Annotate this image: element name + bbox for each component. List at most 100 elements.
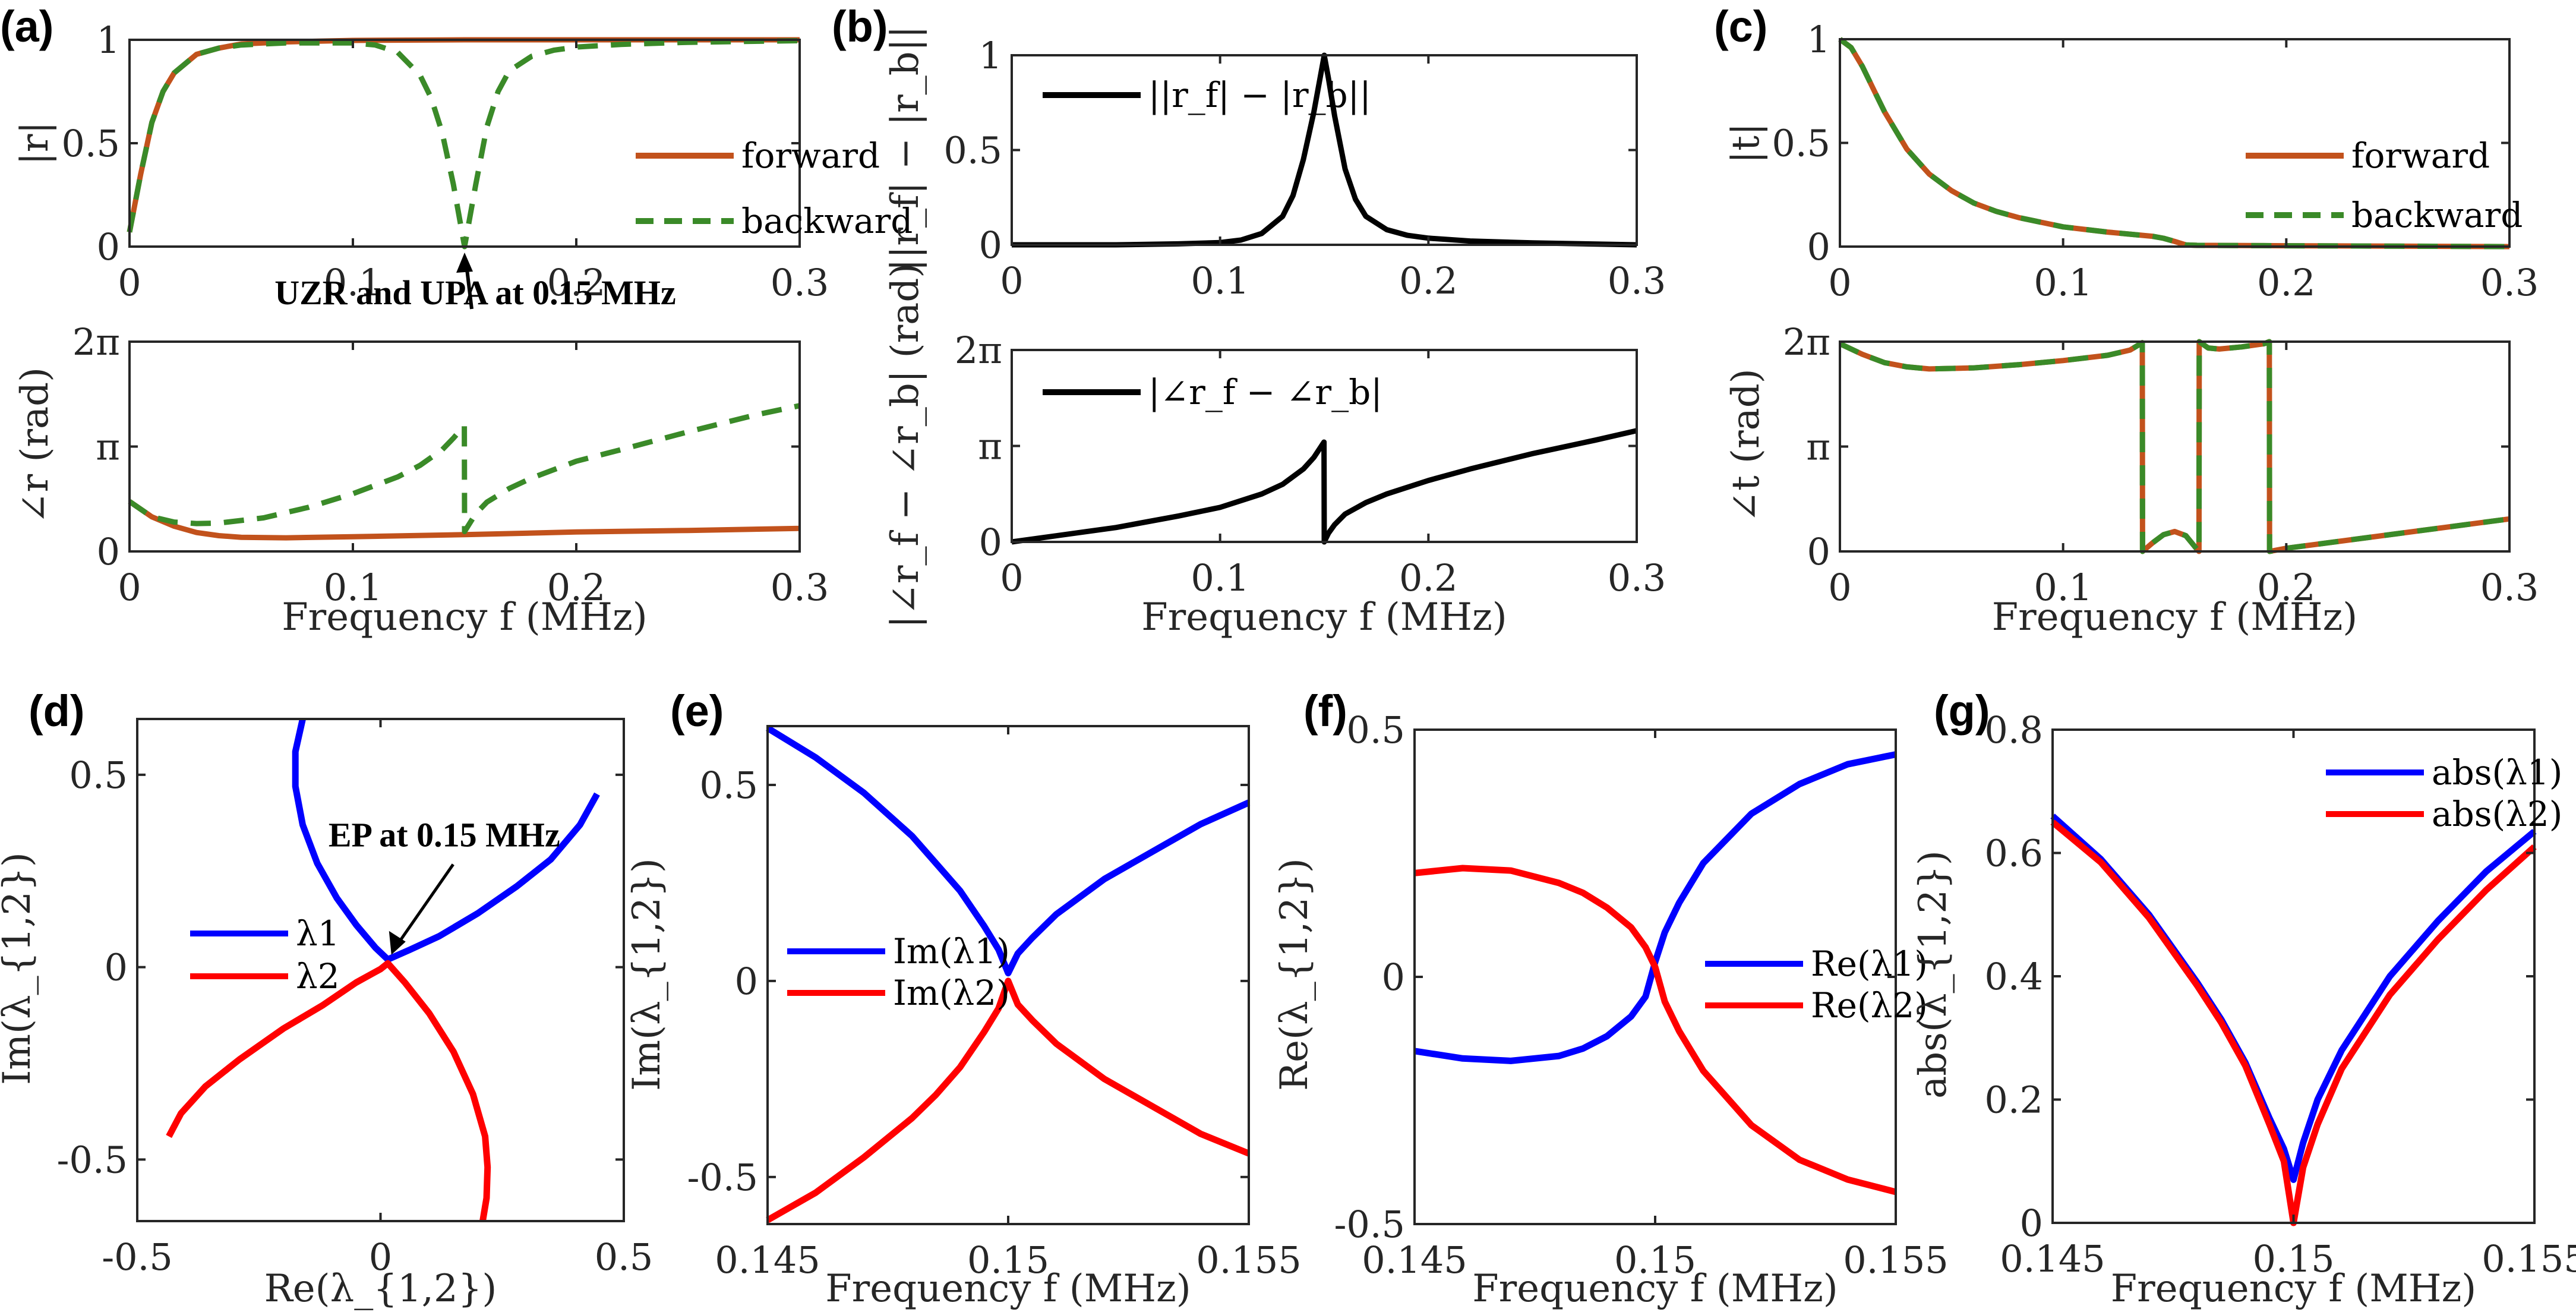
axes-a-reflection-phase: 0 0.1 0.2 0.3 0 π 2π ∠r (rad) Frequency f (MHz) xyxy=(13,320,829,639)
y-tick-label: 1 xyxy=(1807,18,1830,61)
axes-frame xyxy=(1839,340,2511,553)
x-tick-label: 0.1 xyxy=(324,261,383,304)
x-tick-label: 0.15 xyxy=(2252,1237,2334,1281)
axes-e-eigenvalue-imag: 0.145 0.15 0.155 -0.5 0 0.5 Im(λ_{1,2}) Frequen… xyxy=(625,725,1302,1311)
x-tick-label: 0.1 xyxy=(2034,261,2092,304)
series-line-forward xyxy=(128,499,800,541)
x-tick-label: 0.1 xyxy=(1191,259,1249,302)
y-tick-label: 2π xyxy=(955,329,1002,372)
legend-label: backward xyxy=(741,201,913,241)
x-tick-label: 0.15 xyxy=(1614,1238,1696,1282)
x-tick-label: 0.145 xyxy=(1362,1238,1467,1282)
legend-label: λ2 xyxy=(296,956,340,996)
x-tick-label: 0.155 xyxy=(1196,1238,1302,1282)
y-tick-label: 0 xyxy=(1382,955,1405,999)
y-axis-label: Im(λ_{1,2}) xyxy=(625,858,669,1091)
y-tick-label: 0.5 xyxy=(943,129,1002,172)
axes-b-phase-difference: 0 0.1 0.2 0.3 0 π 2π |∠r_f − ∠r_b| (rad) Frequen… xyxy=(883,263,1666,639)
x-axis-label: Frequency f (MHz) xyxy=(2111,1267,2477,1311)
panel-tag-d: (d) xyxy=(29,686,85,736)
axes-d-eigenvalue-complex-plane: -0.5 0 0.5 -0.5 0 0.5 Im(λ_{1,2}) Re(λ_{1,2}) λ1… xyxy=(0,718,654,1311)
y-axis-label: abs(λ_{1,2}) xyxy=(1911,850,1955,1099)
series-line-im-2- xyxy=(766,977,1251,1223)
x-tick-label: 0.3 xyxy=(771,261,829,304)
series-line--r-f-r-b- xyxy=(1011,428,1638,545)
x-axis-label: Re(λ_{1,2}) xyxy=(264,1267,497,1311)
x-axis-label: Frequency f (MHz) xyxy=(282,595,648,639)
panel-tag-g: (g) xyxy=(1934,686,1990,736)
series-line-re-2- xyxy=(1414,865,1897,1196)
axes-a-reflection-magnitude: 0 0.1 0.2 0.3 0 0.5 1 |r| forward backward UZR and… xyxy=(13,18,913,312)
legend-label: λ1 xyxy=(296,913,340,954)
series-line-forward xyxy=(127,37,800,233)
x-tick-label: 0 xyxy=(1000,556,1023,600)
y-tick-label: 0 xyxy=(979,521,1002,564)
series-line-backward xyxy=(127,37,800,250)
y-tick-label: 0.5 xyxy=(69,753,128,797)
panel-tag-c: (c) xyxy=(1714,2,1767,51)
y-tick-label: 0 xyxy=(97,530,120,573)
y-tick-label: -0.5 xyxy=(56,1138,128,1181)
x-tick-label: -0.5 xyxy=(102,1235,173,1279)
x-tick-label: 0.2 xyxy=(2257,261,2316,304)
y-axis-label: |∠r_f − ∠r_b| (rad) xyxy=(883,263,927,629)
series-line-forward xyxy=(1839,339,2510,554)
x-axis-label: Frequency f (MHz) xyxy=(1141,595,1507,639)
x-tick-label: 0 xyxy=(1828,261,1851,304)
y-tick-label: 0.4 xyxy=(1984,955,2043,998)
y-tick-label: 0.6 xyxy=(1984,832,2043,875)
series-line-backward xyxy=(1838,37,2510,250)
y-tick-label: 0 xyxy=(979,223,1002,267)
series-line-im-1- xyxy=(766,725,1251,977)
x-tick-label: 0.1 xyxy=(324,566,383,609)
y-tick-label: 1 xyxy=(97,18,120,62)
y-tick-label: 0 xyxy=(2020,1201,2043,1245)
x-tick-label: 0.2 xyxy=(547,566,606,609)
series-line-backward xyxy=(128,403,800,534)
y-tick-label: 0.5 xyxy=(1346,708,1405,752)
x-tick-label: 0 xyxy=(1828,566,1851,609)
axes-c-transmission-magnitude: 0 0.1 0.2 0.3 0 0.5 1 |t| forward backward xyxy=(1724,18,2539,304)
y-axis-label: |r| xyxy=(13,121,57,165)
y-axis-label: ||r_f| − |r_b|| xyxy=(883,26,927,272)
y-tick-label: 0 xyxy=(735,960,758,1003)
x-tick-label: 0.2 xyxy=(1399,259,1458,302)
y-axis-label: Im(λ_{1,2}) xyxy=(0,852,39,1085)
x-tick-label: 0.155 xyxy=(2482,1237,2576,1281)
x-tick-label: 0.2 xyxy=(2257,566,2316,609)
legend-label: Re(λ1) xyxy=(1811,944,1928,984)
x-axis-label: Frequency f (MHz) xyxy=(1472,1267,1838,1311)
legend-label: Im(λ2) xyxy=(893,973,1010,1013)
y-axis-label: ∠r (rad) xyxy=(13,367,57,524)
series-line-backward xyxy=(1839,339,2510,554)
legend-label: Re(λ2) xyxy=(1811,985,1928,1026)
series-line-abs-2- xyxy=(2050,819,2537,1226)
axes-g-eigenvalue-abs: 0.145 0.15 0.155 0 0.2 0.4 0.6 0.8 abs(λ_{1,2}) F… xyxy=(1911,708,2576,1311)
legend-label: backward xyxy=(2351,195,2523,235)
y-axis-label: Re(λ_{1,2}) xyxy=(1273,858,1317,1091)
arrow-head-icon xyxy=(456,253,473,273)
series-line--2 xyxy=(166,960,491,1222)
x-tick-label: 0.1 xyxy=(1191,556,1249,600)
annotation-arrow xyxy=(394,863,454,948)
x-tick-label: 0.5 xyxy=(595,1235,654,1279)
panel-tag-f: (f) xyxy=(1303,686,1347,736)
x-tick-label: 0 xyxy=(118,566,141,609)
y-tick-label: 0.5 xyxy=(61,122,120,165)
y-tick-label: 0.5 xyxy=(1772,122,1830,165)
legend-label: Im(λ1) xyxy=(893,931,1010,972)
y-tick-label: -0.5 xyxy=(687,1156,758,1199)
y-tick-label: 0.8 xyxy=(1984,708,2043,752)
x-tick-label: 0.2 xyxy=(547,261,606,304)
x-axis-label: Frequency f (MHz) xyxy=(1992,595,2358,639)
y-axis-label: |t| xyxy=(1724,123,1768,164)
x-tick-label: 0.3 xyxy=(1608,259,1666,302)
y-tick-label: π xyxy=(1806,425,1830,469)
x-tick-label: 0.3 xyxy=(2480,261,2539,304)
x-tick-label: 0.3 xyxy=(1608,556,1666,600)
x-tick-label: 0.1 xyxy=(2034,566,2092,609)
y-tick-label: π xyxy=(978,425,1002,468)
x-tick-label: 0 xyxy=(1000,259,1023,302)
legend-label: forward xyxy=(741,135,880,176)
